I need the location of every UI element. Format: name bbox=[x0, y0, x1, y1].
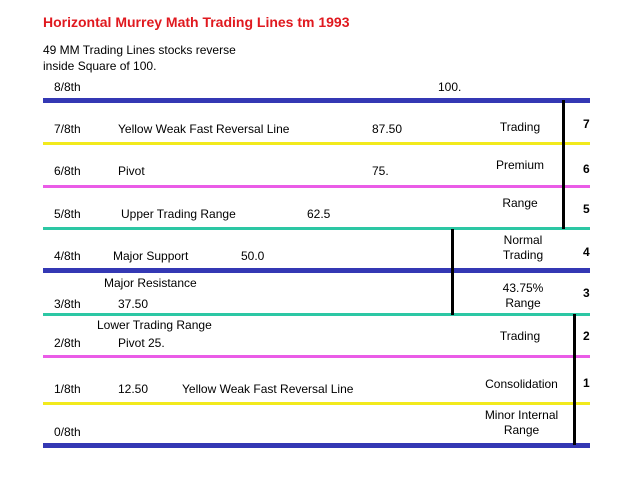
zone-number-7: 7 bbox=[583, 117, 590, 131]
zone-number-5: 5 bbox=[583, 202, 590, 216]
line-1-8 bbox=[43, 402, 590, 405]
line-2-8 bbox=[43, 355, 590, 358]
level-text-7-8: Yellow Weak Fast Reversal Line bbox=[118, 122, 290, 136]
page-title: Horizontal Murrey Math Trading Lines tm … bbox=[43, 14, 350, 30]
level-label-5-8: 5/8th bbox=[54, 207, 81, 221]
zone-label-3: 43.75% Range bbox=[502, 281, 544, 310]
zone-number-2: 2 bbox=[583, 329, 590, 343]
level-label-1-8: 1/8th bbox=[54, 382, 81, 396]
level-label-4-8: 4/8th bbox=[54, 249, 81, 263]
subtitle-line-2: inside Square of 100. bbox=[43, 59, 157, 73]
divider-upper bbox=[562, 100, 565, 229]
zone-number-4: 4 bbox=[583, 245, 590, 259]
level-value-3-8: 37.50 bbox=[118, 297, 149, 311]
level-label-7-8: 7/8th bbox=[54, 122, 81, 136]
line-8-8 bbox=[43, 98, 590, 103]
zone-number-1: 1 bbox=[583, 376, 590, 390]
level-text-1-8: Yellow Weak Fast Reversal Line bbox=[182, 382, 354, 396]
level-value-7-8: 87.50 bbox=[372, 122, 403, 136]
level-text-above-2-8: Lower Trading Range bbox=[97, 318, 212, 332]
zone-label-7: Trading bbox=[499, 120, 541, 134]
divider-middle bbox=[451, 229, 454, 315]
zone-label-minor: Minor Internal Range bbox=[484, 408, 559, 437]
level-text-6-8: Pivot bbox=[118, 164, 145, 178]
zone-label-6: Premium bbox=[495, 158, 544, 172]
subtitle-line-1: 49 MM Trading Lines stocks reverse bbox=[43, 43, 236, 57]
subtitle: 49 MM Trading Lines stocks reverse insid… bbox=[43, 42, 236, 74]
zone-number-6: 6 bbox=[583, 162, 590, 176]
level-value-4-8: 50.0 bbox=[241, 249, 265, 263]
zone-label-2: Trading bbox=[499, 329, 541, 343]
level-text-3-8: Major Resistance bbox=[104, 276, 197, 290]
line-5-8 bbox=[43, 227, 590, 230]
level-label-2-8: 2/8th bbox=[54, 336, 81, 350]
level-label-6-8: 6/8th bbox=[54, 164, 81, 178]
level-label-3-8: 3/8th bbox=[54, 297, 81, 311]
zone-label-4: Normal Trading bbox=[502, 233, 544, 262]
level-value-5-8: 62.5 bbox=[307, 207, 331, 221]
line-6-8 bbox=[43, 185, 590, 188]
level-value-6-8: 75. bbox=[372, 164, 389, 178]
level-value-1-8: 12.50 bbox=[118, 382, 149, 396]
line-3-8 bbox=[43, 313, 590, 316]
level-label-8-8: 8/8th bbox=[54, 80, 81, 94]
zone-number-3: 3 bbox=[583, 286, 590, 300]
zone-label-1: Consolidation bbox=[485, 377, 558, 391]
level-label-0-8: 0/8th bbox=[54, 425, 81, 439]
level-value-8-8: 100. bbox=[438, 80, 462, 94]
divider-lower bbox=[573, 314, 576, 445]
zone-label-5: Range bbox=[502, 196, 538, 210]
level-text-5-8: Upper Trading Range bbox=[121, 207, 236, 221]
line-7-8 bbox=[43, 142, 590, 145]
line-0-8 bbox=[43, 443, 590, 448]
level-text-4-8: Major Support bbox=[113, 249, 189, 263]
level-text-2-8: Pivot 25. bbox=[118, 336, 165, 350]
line-4-8 bbox=[43, 268, 590, 273]
